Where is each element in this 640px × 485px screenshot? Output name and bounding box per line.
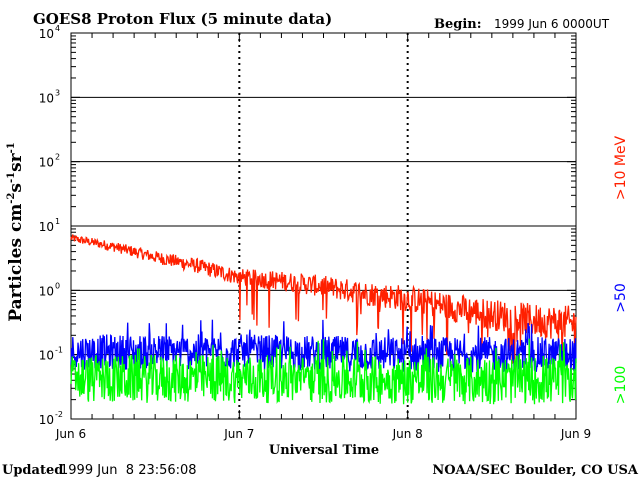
updated-value: 1999 Jun 8 23:56:08 bbox=[60, 463, 197, 478]
y-axis-label-main: Particles cm bbox=[6, 204, 26, 322]
legend-gt10-mev: >10 MeV bbox=[613, 135, 629, 200]
x-axis-label: Universal Time bbox=[269, 443, 379, 458]
y-tick-label: 10 bbox=[39, 156, 54, 170]
x-tick-label: Jun 6 bbox=[55, 427, 86, 441]
y-tick-exponent: -2 bbox=[55, 410, 63, 419]
y-tick-base: 10 bbox=[39, 156, 54, 170]
y-tick-label: 10 bbox=[39, 220, 54, 234]
y-axis-label-unit2: s bbox=[6, 183, 26, 193]
y-axis-label-exp2: -1 bbox=[6, 172, 17, 183]
y-tick-base: 10 bbox=[39, 284, 54, 298]
grid-lines bbox=[71, 33, 576, 419]
plot-area bbox=[70, 32, 577, 420]
y-tick-base: 10 bbox=[39, 413, 54, 427]
y-axis-label: Particles cm-2s-1sr-1 bbox=[6, 142, 26, 322]
y-tick-label: 10 bbox=[39, 349, 54, 363]
series-layer bbox=[70, 234, 577, 405]
x-tick-label: Jun 7 bbox=[223, 427, 254, 441]
y-tick-exponent: 1 bbox=[55, 217, 60, 226]
begin-label: Begin: bbox=[434, 17, 482, 32]
y-tick-exponent: 2 bbox=[55, 153, 60, 162]
y-tick-label: 10 bbox=[39, 284, 54, 298]
chart-title: GOES8 Proton Flux (5 minute data) bbox=[33, 10, 332, 28]
y-tick-base: 10 bbox=[39, 349, 54, 363]
begin-value: 1999 Jun 6 0000UT bbox=[494, 17, 610, 31]
svg-text:Particles cm-2s-1sr-1: Particles cm-2s-1sr-1 bbox=[6, 142, 26, 322]
y-tick-base: 10 bbox=[39, 220, 54, 234]
series-line-gt100 bbox=[70, 338, 577, 405]
series-line-gt10-mev bbox=[70, 234, 577, 369]
y-tick-label: 10 bbox=[39, 27, 54, 41]
y-axis-label-exp1: -2 bbox=[6, 193, 17, 204]
y-axis-label-unit3: sr bbox=[6, 152, 26, 172]
y-tick-exponent: 3 bbox=[55, 88, 60, 97]
legend-gt50: >50 bbox=[613, 283, 629, 313]
y-axis-label-exp3: -1 bbox=[6, 142, 17, 153]
x-tick-labels: Jun 6 Jun 7 Jun 8 Jun 9 bbox=[55, 427, 591, 441]
x-tick-label: Jun 8 bbox=[392, 427, 423, 441]
y-tick-base: 10 bbox=[39, 91, 54, 105]
x-tick-label: Jun 9 bbox=[560, 427, 591, 441]
credit-text: NOAA/SEC Boulder, CO USA bbox=[432, 463, 639, 478]
updated-label: Updated bbox=[2, 463, 63, 478]
y-tick-exponent: 4 bbox=[55, 24, 60, 33]
y-tick-label: 10 bbox=[39, 413, 54, 427]
y-tick-base: 10 bbox=[39, 27, 54, 41]
legend-gt100: >100 bbox=[613, 366, 629, 404]
y-tick-exponent: -1 bbox=[55, 346, 63, 355]
y-tick-exponent: 0 bbox=[55, 281, 60, 290]
y-tick-label: 10 bbox=[39, 91, 54, 105]
